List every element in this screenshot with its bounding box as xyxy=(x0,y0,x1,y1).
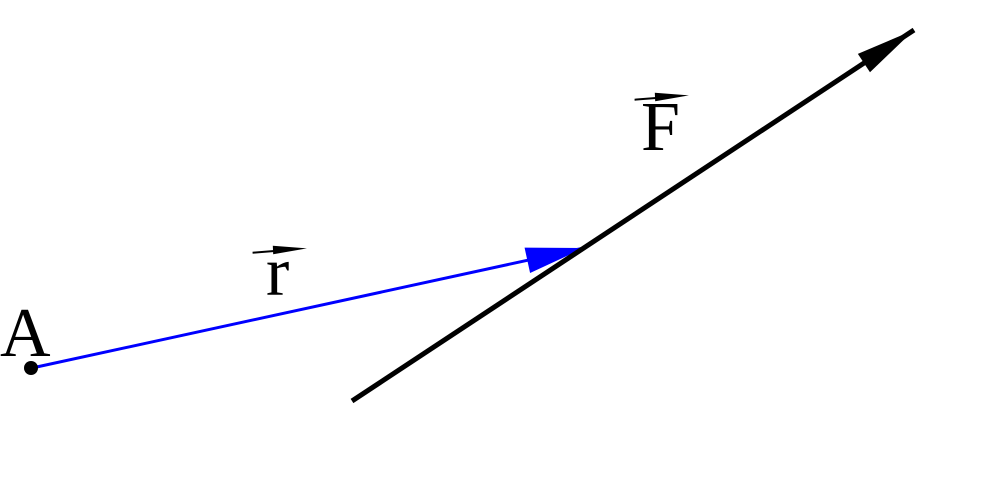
force-f-arrowhead-icon xyxy=(857,30,914,73)
vector-r-label: r xyxy=(266,234,290,311)
force-f-hat-arrow-icon xyxy=(634,92,689,102)
force-f-label: F xyxy=(641,89,680,166)
vector-r-hat-arrow-icon xyxy=(252,245,307,255)
vector-r-arrowhead-icon xyxy=(524,247,584,274)
point-a-marker xyxy=(24,361,38,375)
vector-r-line xyxy=(31,246,585,370)
point-a-label: A xyxy=(0,295,51,372)
force-f-line xyxy=(350,27,916,404)
